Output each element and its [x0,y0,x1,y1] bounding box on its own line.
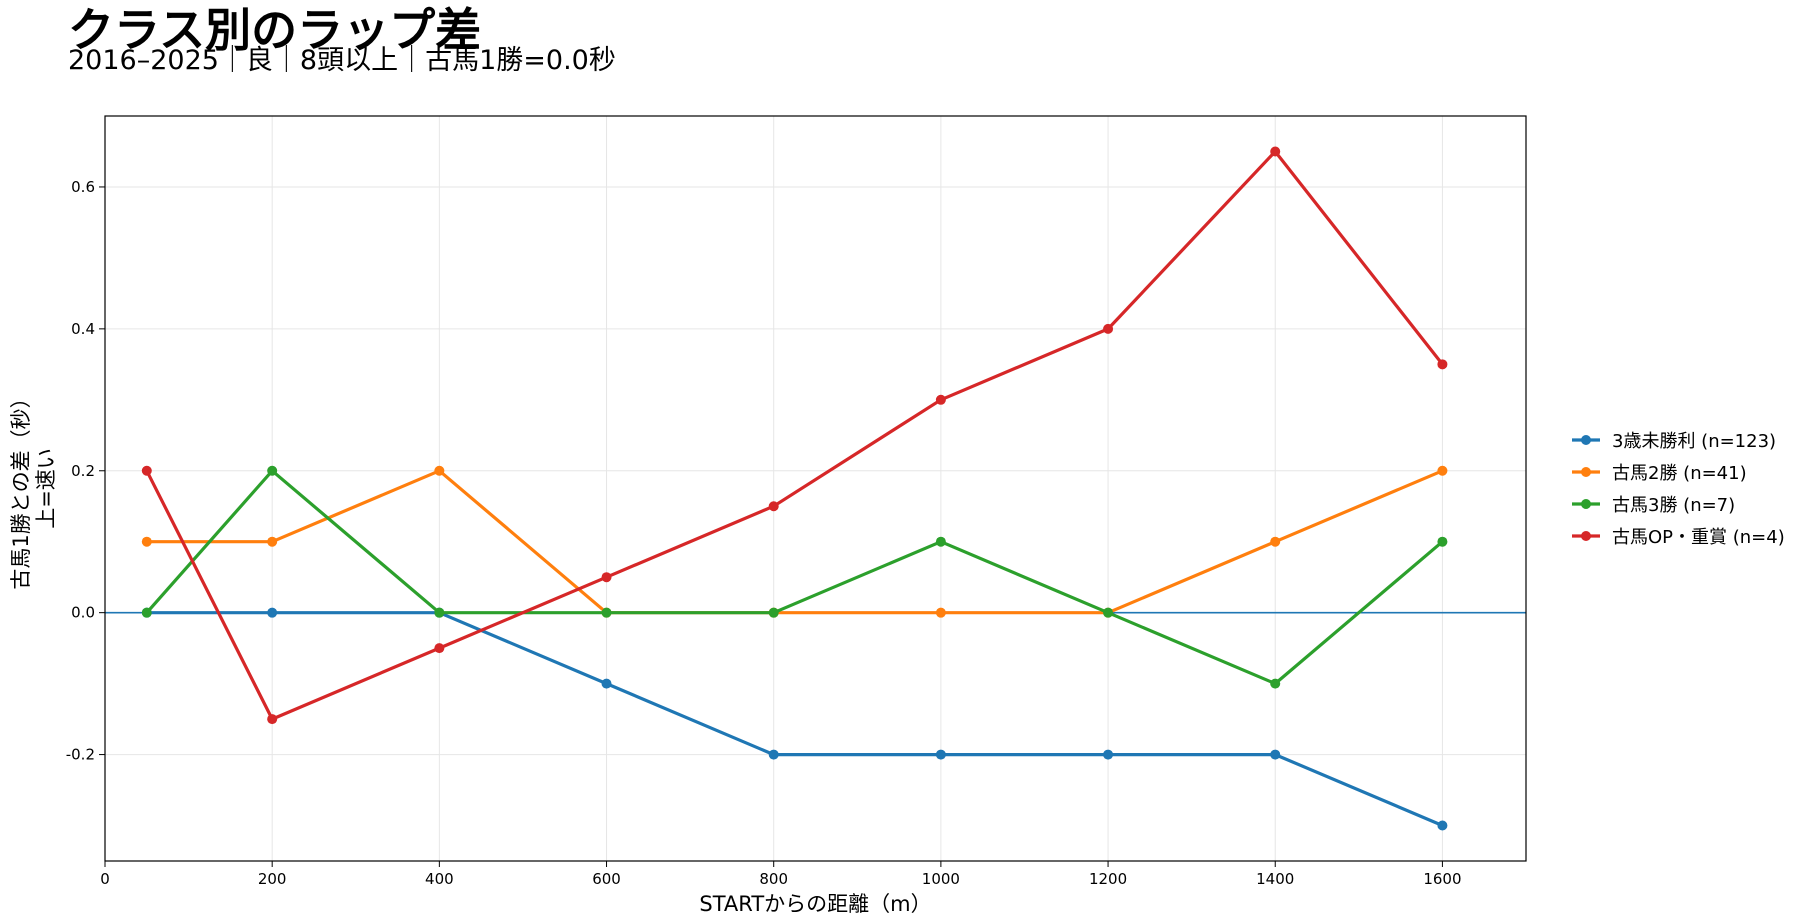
data-point [434,607,445,618]
legend-label: 古馬OP・重賞 (n=4) [1612,527,1785,548]
legend-marker [1581,499,1591,509]
data-point [1270,536,1281,547]
x-tick-label: 1600 [1423,870,1461,888]
y-tick-label: -0.2 [66,746,95,764]
x-tick-label: 200 [258,870,287,888]
x-tick-label: 1000 [922,870,960,888]
x-tick-label: 600 [592,870,621,888]
data-point [1437,465,1448,476]
legend-label: 3歳未勝利 (n=123) [1612,431,1776,452]
data-point [935,394,946,405]
data-point [1437,820,1448,831]
data-point [768,607,779,618]
series-line-3 [145,149,1444,721]
legend-label: 古馬3勝 (n=7) [1612,495,1735,516]
y-axis-label-line1: 古馬1勝との差（秒） [9,387,33,589]
y-tick-label: 0.0 [71,604,95,622]
x-tick-label: 1200 [1089,870,1127,888]
x-tick-label: 0 [100,870,110,888]
series-line-2 [145,469,1444,686]
data-point [141,607,152,618]
chart-title: クラス別のラップ差 [68,3,482,57]
y-tick-label: 0.4 [71,320,95,338]
data-point [1103,749,1114,760]
legend-marker [1581,467,1591,477]
data-point [601,607,612,618]
data-point [1270,749,1281,760]
data-point [267,714,278,725]
data-point [267,465,278,476]
legend-marker [1581,531,1591,541]
data-point [434,465,445,476]
legend-label: 古馬2勝 (n=41) [1612,463,1747,484]
x-axis-label: STARTからの距離（m） [699,892,931,916]
data-point [768,749,779,760]
y-tick-label: 0.2 [71,462,95,480]
plot-frame [104,115,1527,862]
data-point [935,749,946,760]
data-point [141,536,152,547]
y-tick-label: 0.6 [71,178,95,196]
legend-marker [1581,435,1591,445]
data-point [1103,607,1114,618]
data-point [1103,323,1114,334]
data-point [1270,146,1281,157]
data-point [267,607,278,618]
x-tick-label: 1400 [1256,870,1294,888]
data-point [141,465,152,476]
x-tick-label: 400 [425,870,454,888]
data-point [1270,678,1281,689]
data-point [267,536,278,547]
series-line-0 [146,611,1444,827]
data-point [601,678,612,689]
data-point [601,572,612,583]
data-point [768,501,779,512]
y-axis-label-line2: 上=速い [34,448,58,529]
x-tick-label: 800 [759,870,788,888]
data-point [935,536,946,547]
chart-subtitle: 2016–2025｜良｜8頭以上｜古馬1勝=0.0秒 [68,45,616,76]
data-point [434,643,445,654]
data-point [1437,359,1448,370]
data-point [935,607,946,618]
data-point [1437,536,1448,547]
